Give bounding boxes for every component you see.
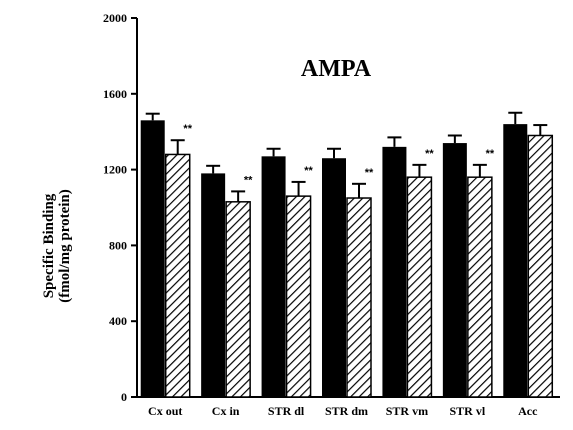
bar-hatched <box>225 201 251 398</box>
bar-hatched <box>346 197 372 398</box>
y-tick-label: 0 <box>121 390 127 404</box>
chart-title: AMPA <box>301 56 372 82</box>
bar-solid <box>442 143 467 397</box>
significance-marker: ** <box>244 174 253 186</box>
y-axis-label-line1: Specific Binding <box>41 193 57 298</box>
significance-marker: ** <box>486 148 495 160</box>
x-tick-label: STR vl <box>450 404 486 418</box>
significance-marker: ** <box>365 167 374 179</box>
y-tick-label: 1600 <box>103 87 127 101</box>
y-axis-label-line2: (fmol/mg protein) <box>57 189 73 302</box>
bar-solid <box>382 146 407 397</box>
significance-marker: ** <box>183 123 192 135</box>
bar-solid <box>261 156 286 397</box>
bar-hatched <box>285 195 312 398</box>
significance-marker: ** <box>425 148 434 160</box>
bar-solid <box>140 120 165 397</box>
labels: 0 400 800 1200 1600 2000 ** Cx out ** Cx in ** STR … <box>103 11 538 418</box>
bar-solid <box>201 173 226 397</box>
x-tick-label: Cx in <box>212 404 240 418</box>
x-tick-label: STR vm <box>386 404 428 418</box>
y-tick-label: 800 <box>109 238 127 252</box>
bar-solid <box>503 124 528 398</box>
x-tick-label: STR dm <box>325 404 368 418</box>
significance-marker: ** <box>304 165 313 177</box>
bar-hatched <box>527 134 554 398</box>
bar-hatched <box>467 176 493 398</box>
x-tick-label: STR dl <box>268 404 305 418</box>
x-tick-label: Cx out <box>148 404 182 418</box>
y-tick-label: 400 <box>109 314 127 328</box>
bars <box>140 111 554 398</box>
y-tick-label: 1200 <box>103 163 127 177</box>
y-tick-label: 2000 <box>103 11 127 25</box>
bar-hatched <box>406 176 433 398</box>
x-tick-label: Acc <box>518 404 538 418</box>
bar-hatched <box>164 153 191 398</box>
bar-solid <box>322 158 346 397</box>
